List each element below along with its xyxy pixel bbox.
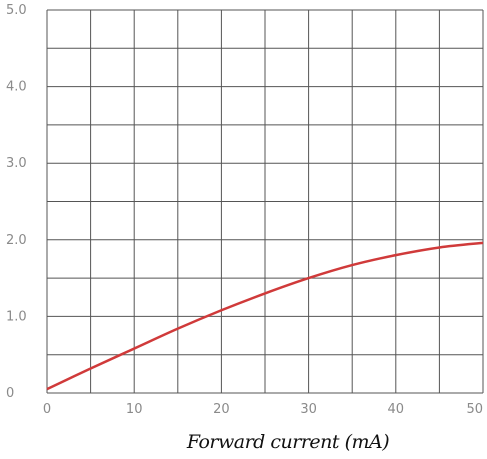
grid (46, 9, 484, 394)
x-tick-label: 40 (388, 402, 405, 417)
x-tick-label: 20 (213, 402, 230, 417)
x-tick-label: 50 (466, 402, 483, 417)
x-axis-label: Forward current (mA) (186, 431, 389, 453)
x-tick-label: 10 (126, 402, 143, 417)
y-tick-label: 2.0 (6, 233, 27, 248)
y-tick-labels: 0 1.0 2.0 3.0 4.0 5.0 (6, 3, 27, 401)
y-tick-label: 0 (6, 386, 14, 401)
x-tick-labels: 0 10 20 30 40 50 (43, 402, 483, 417)
x-tick-label: 30 (300, 402, 317, 417)
y-tick-label: 4.0 (6, 80, 27, 95)
y-tick-label: 5.0 (6, 3, 27, 18)
y-tick-label: 3.0 (6, 156, 27, 171)
y-tick-label: 1.0 (6, 309, 27, 324)
x-tick-label: 0 (43, 402, 51, 417)
series-line (46, 241, 484, 391)
series-layer (46, 241, 484, 391)
